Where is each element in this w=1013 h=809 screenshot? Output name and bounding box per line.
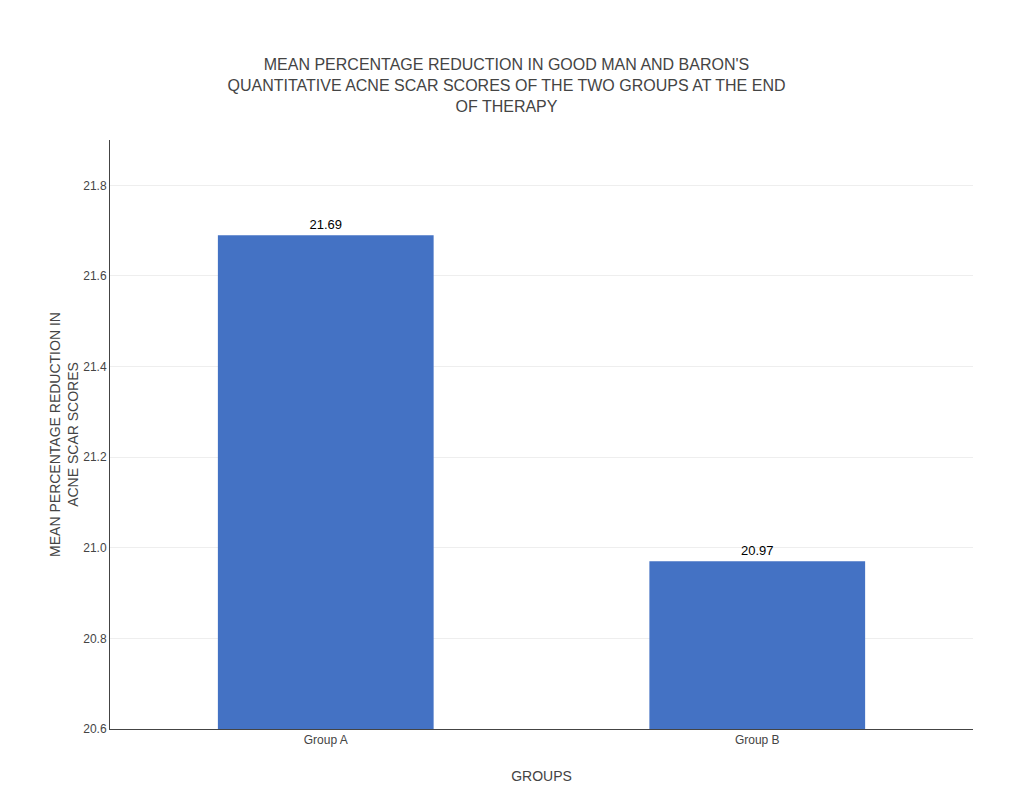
svg-text:MEAN PERCENTAGE REDUCTION INAC: MEAN PERCENTAGE REDUCTION INACNE SCAR SC…	[47, 312, 81, 557]
svg-text:21.8: 21.8	[83, 179, 107, 193]
svg-text:20.8: 20.8	[83, 632, 107, 646]
svg-text:21.4: 21.4	[83, 360, 107, 374]
svg-text:21.6: 21.6	[83, 269, 107, 283]
svg-text:21.69: 21.69	[309, 217, 342, 232]
svg-text:20.6: 20.6	[83, 722, 107, 736]
svg-text:MEAN PERCENTAGE REDUCTION IN G: MEAN PERCENTAGE REDUCTION IN GOOD MAN AN…	[227, 56, 785, 115]
svg-text:21.0: 21.0	[83, 541, 107, 555]
svg-text:Group B: Group B	[735, 733, 780, 747]
svg-text:Group A: Group A	[304, 733, 348, 747]
svg-text:GROUPS: GROUPS	[511, 768, 572, 784]
svg-text:20.97: 20.97	[741, 543, 774, 558]
svg-text:21.2: 21.2	[83, 450, 107, 464]
